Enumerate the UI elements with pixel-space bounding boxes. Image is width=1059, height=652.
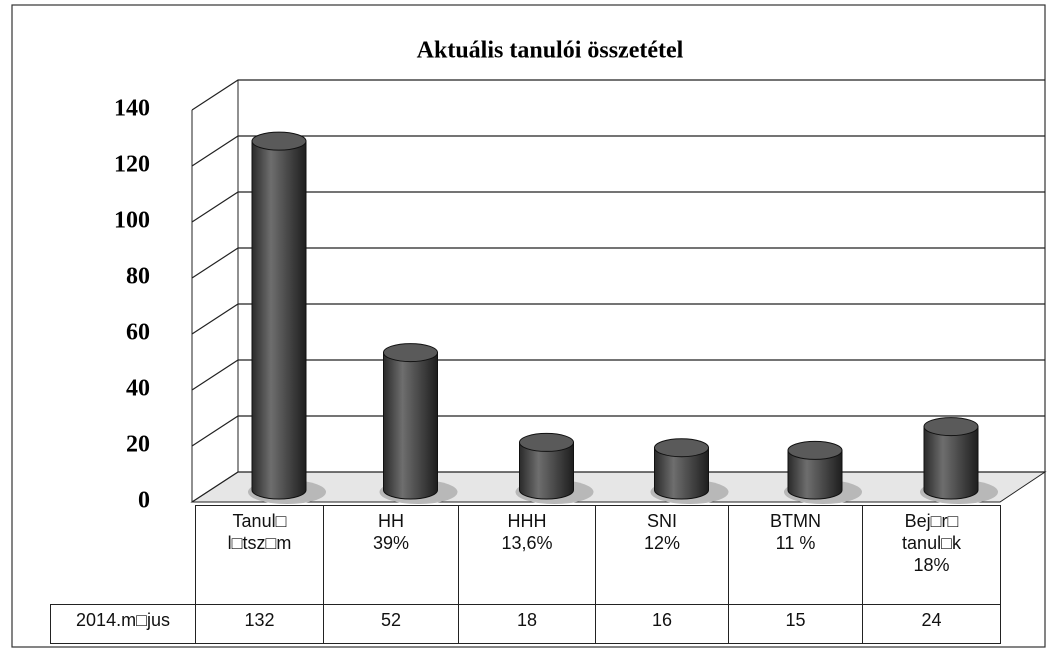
grid-line [191, 303, 1045, 335]
grid-line [191, 135, 1045, 167]
grid-line [191, 247, 1045, 279]
y-tick-label: 80 [126, 264, 150, 290]
value-cell: 24 [862, 604, 1001, 644]
y-tick-label: 120 [114, 152, 150, 178]
chart-title: Aktuális tanulói összetétel [417, 38, 684, 64]
category-cell: BTMN 11 % [728, 505, 863, 605]
cylinder [519, 441, 574, 500]
frame [11, 4, 1046, 648]
cylinder-top [787, 440, 843, 460]
grid-line [191, 79, 1045, 111]
y-tick-label: 100 [114, 208, 150, 234]
cylinder [251, 140, 307, 500]
cylinder-top [923, 417, 979, 437]
category-cell: Tanul□ l□tsz□m [195, 505, 324, 605]
y-tick-label: 140 [114, 96, 150, 122]
category-cell: SNI 12% [595, 505, 729, 605]
value-cell: 15 [728, 604, 863, 644]
category-cell: Bej□r□ tanul□k 18% [862, 505, 1001, 605]
cylinder-top [251, 131, 307, 151]
series-name: 2014.m□jus [50, 604, 196, 644]
grid-line [191, 359, 1045, 391]
cylinder [383, 352, 438, 500]
category-cell: HHH 13,6% [458, 505, 596, 605]
value-cell: 18 [458, 604, 596, 644]
grid-line [191, 471, 1045, 503]
y-tick-label: 40 [126, 376, 150, 402]
cylinder-top [383, 343, 438, 363]
grid-line [191, 191, 1045, 223]
grid-line [191, 415, 1045, 447]
cylinder [787, 449, 843, 500]
category-cell: HH 39% [323, 505, 459, 605]
cylinder [654, 447, 709, 500]
cylinder-top [519, 432, 574, 452]
y-tick-label: 60 [126, 320, 150, 346]
y-tick-label: 20 [126, 432, 150, 458]
cylinder [923, 426, 979, 500]
value-cell: 132 [195, 604, 324, 644]
value-cell: 52 [323, 604, 459, 644]
cylinder-top [654, 438, 709, 458]
value-cell: 16 [595, 604, 729, 644]
y-tick-label: 0 [138, 488, 150, 514]
